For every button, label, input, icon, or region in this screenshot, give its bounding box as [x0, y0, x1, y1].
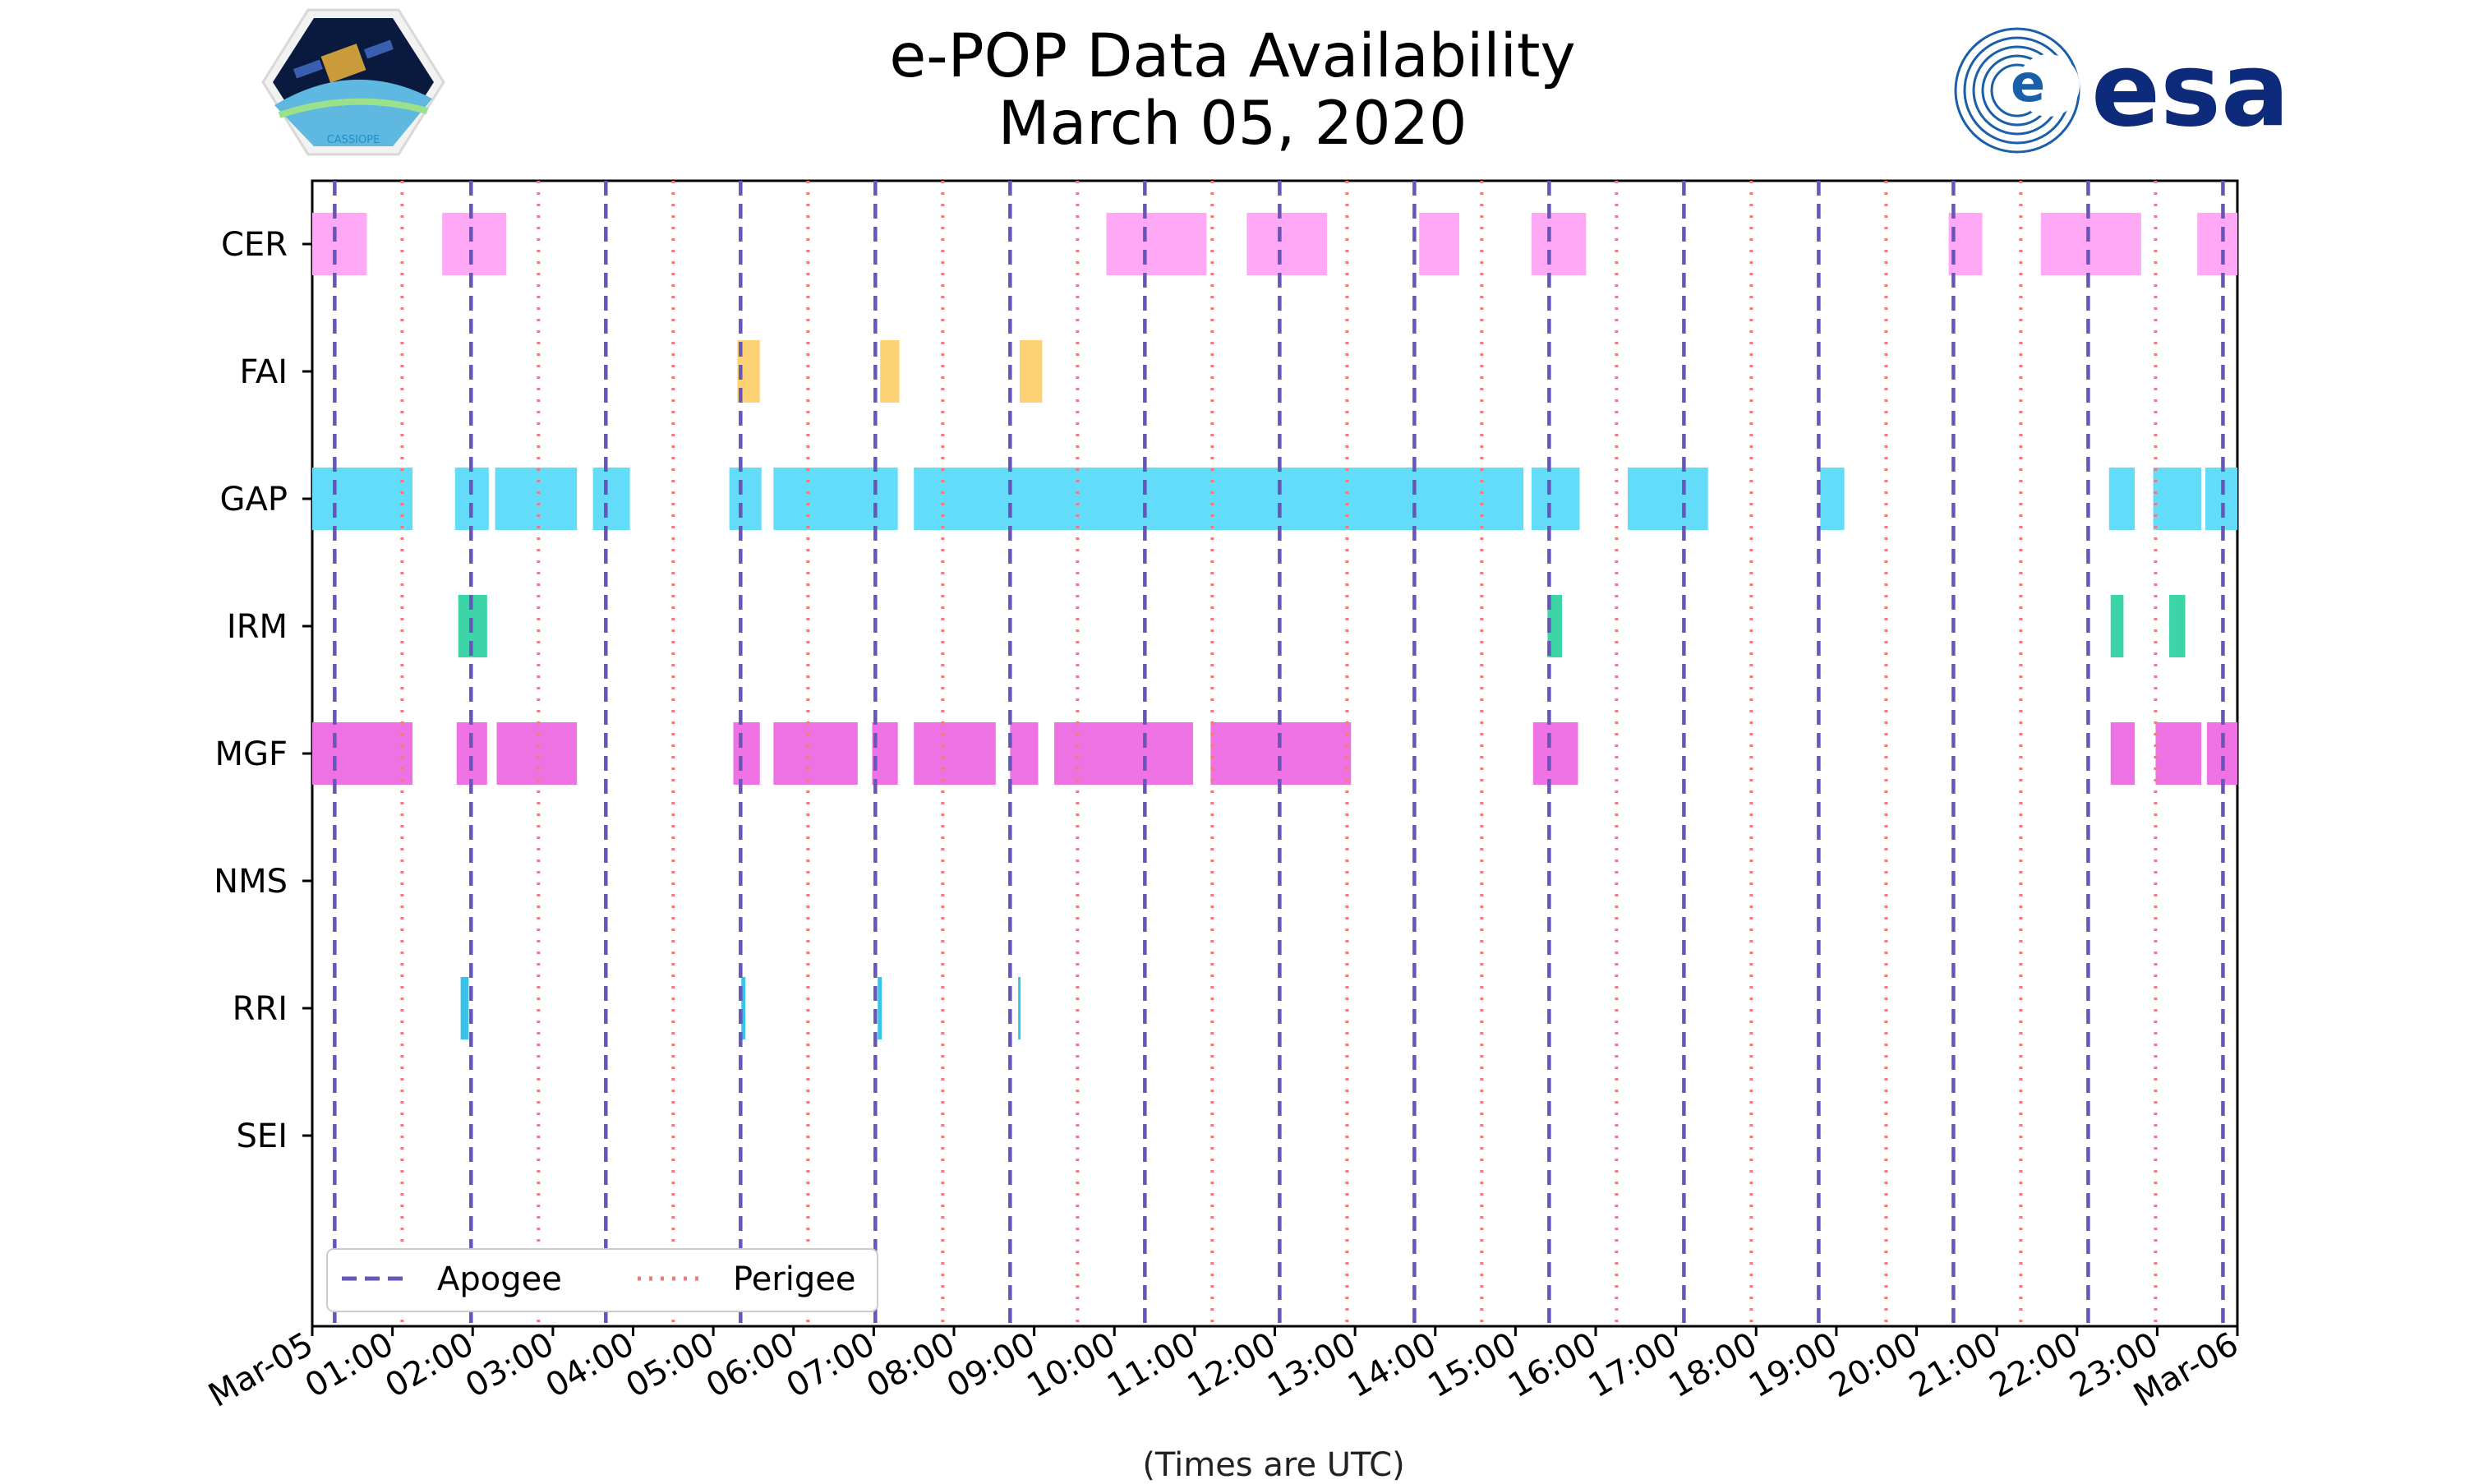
x-tick-label: 06:00	[700, 1325, 801, 1405]
bar-irm	[2110, 595, 2124, 657]
x-tick-label: 14:00	[1342, 1325, 1443, 1405]
x-tick-label: 05:00	[620, 1325, 721, 1405]
legend: Apogee Perigee	[326, 1248, 878, 1312]
y-tick-label-mgf: MGF	[214, 735, 288, 773]
x-tick-label: 11:00	[1101, 1325, 1202, 1405]
x-tick-label: 13:00	[1261, 1325, 1362, 1405]
x-tick-label: 04:00	[540, 1325, 641, 1405]
chart-subtitle: March 05, 2020	[998, 89, 1467, 159]
bar-gap	[312, 468, 413, 530]
bar-mgf	[1010, 722, 1039, 785]
bar-cer	[1106, 213, 1207, 275]
y-tick-label-cer: CER	[221, 226, 288, 264]
bar-gap	[729, 468, 762, 530]
bar-irm	[2169, 595, 2186, 657]
esa-logo: e esa	[1954, 27, 2290, 154]
bar-mgf	[2155, 722, 2202, 785]
legend-apogee-label: Apogee	[437, 1260, 562, 1298]
bar-fai	[880, 340, 900, 403]
x-tick-label: 09:00	[941, 1325, 1042, 1405]
y-tick-label-gap: GAP	[220, 481, 288, 518]
bar-gap	[592, 468, 630, 530]
bar-mgf	[496, 722, 578, 785]
bar-mgf	[914, 722, 996, 785]
bar-cer	[2197, 213, 2237, 275]
bar-mgf	[456, 722, 487, 785]
chart-title: e-POP Data Availability	[889, 21, 1576, 91]
bar-rri	[878, 977, 882, 1039]
legend-perigee-label: Perigee	[733, 1260, 855, 1298]
bar-mgf	[1054, 722, 1193, 785]
svg-text:CASSIOPE: CASSIOPE	[327, 134, 380, 146]
bar-cer	[1531, 213, 1587, 275]
y-tick-label-sei: SEI	[237, 1118, 288, 1155]
x-tick-label: 16:00	[1502, 1325, 1603, 1405]
bar-cer	[2040, 213, 2141, 275]
x-tick-label: 22:00	[1984, 1325, 2085, 1405]
y-tick-label-rri: RRI	[233, 990, 288, 1028]
bar-gap	[1628, 468, 1708, 530]
bar-cer	[1948, 213, 1983, 275]
x-tick-label: 21:00	[1903, 1325, 2004, 1405]
bar-mgf	[1210, 722, 1352, 785]
bar-cer	[442, 213, 507, 275]
x-tick-label: 15:00	[1422, 1325, 1523, 1405]
cassiope-logo: CASSIOPE	[261, 8, 445, 156]
y-tick-label-nms: NMS	[214, 863, 288, 901]
bar-mgf	[872, 722, 898, 785]
bar-mgf	[2206, 722, 2237, 785]
bar-rri	[1018, 977, 1021, 1039]
x-tick-label: 10:00	[1021, 1325, 1122, 1405]
x-tick-label: 01:00	[299, 1325, 400, 1405]
y-tick-label-irm: IRM	[227, 608, 288, 646]
bar-rri	[741, 977, 746, 1039]
x-tick-label: 20:00	[1823, 1325, 1924, 1405]
bar-mgf	[1532, 722, 1578, 785]
bar-cer	[312, 213, 367, 275]
bar-gap	[1531, 468, 1580, 530]
bar-mgf	[2110, 722, 2136, 785]
svg-text:esa: esa	[2091, 31, 2290, 150]
bar-fai	[1020, 340, 1043, 403]
x-tick-label: 08:00	[860, 1325, 961, 1405]
x-tick-label: 02:00	[379, 1325, 480, 1405]
y-tick-label-fai: FAI	[240, 353, 288, 391]
x-tick-label: 18:00	[1662, 1325, 1763, 1405]
bar-gap	[914, 468, 1524, 530]
bar-cer	[1246, 213, 1327, 275]
x-tick-label: 03:00	[459, 1325, 560, 1405]
bar-gap	[2205, 468, 2237, 530]
bar-gap	[2108, 468, 2136, 530]
bar-gap	[773, 468, 898, 530]
bar-mgf	[733, 722, 760, 785]
svg-text:e: e	[2011, 53, 2045, 113]
x-axis-label: (Times are UTC)	[1142, 1446, 1405, 1484]
bar-cer	[1419, 213, 1460, 275]
bar-rri	[460, 977, 469, 1039]
bar-gap	[495, 468, 578, 530]
bar-irm	[1547, 595, 1562, 657]
x-tick-label: 19:00	[1743, 1325, 1844, 1405]
bar-gap	[454, 468, 489, 530]
bar-mgf	[312, 722, 413, 785]
bar-gap	[2153, 468, 2202, 530]
x-tick-label: 07:00	[781, 1325, 882, 1405]
x-tick-label: 12:00	[1182, 1325, 1283, 1405]
bar-gap	[1820, 468, 1845, 530]
bar-mgf	[773, 722, 858, 785]
x-tick-label: 17:00	[1583, 1325, 1684, 1405]
